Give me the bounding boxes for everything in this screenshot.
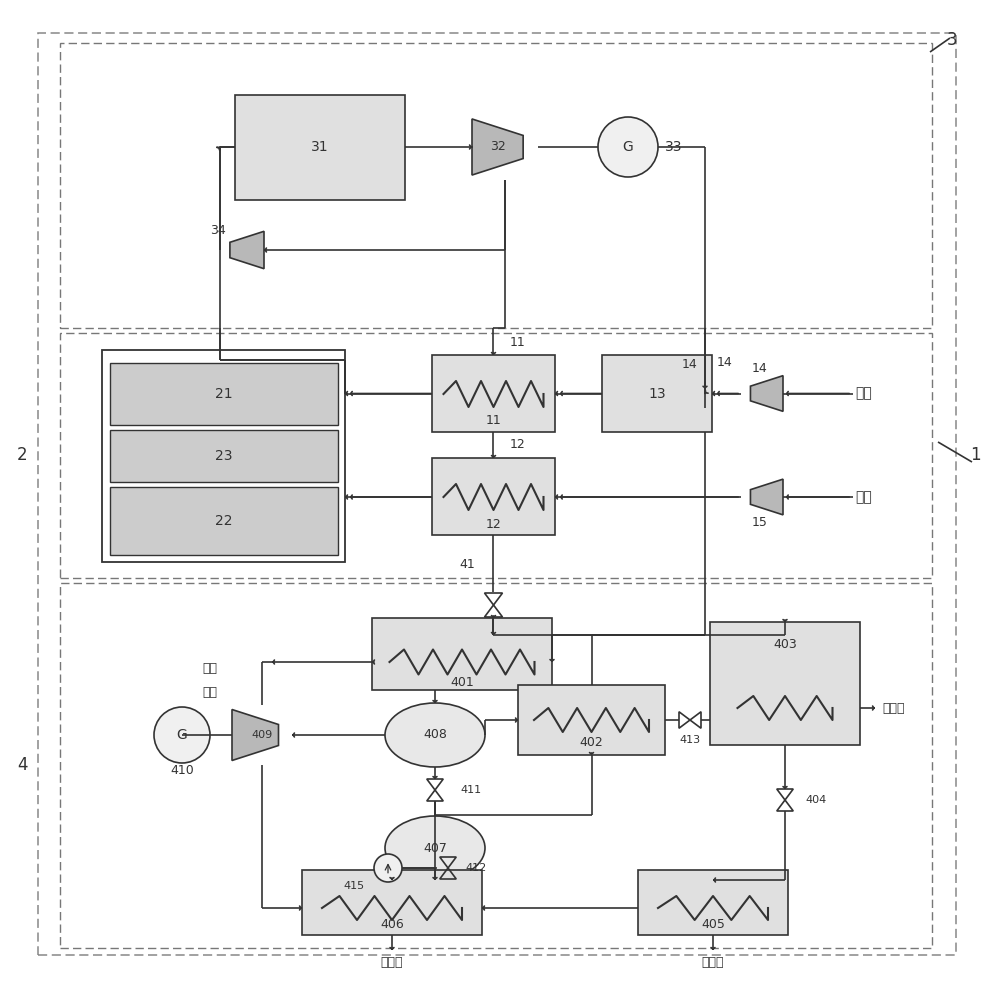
Text: 3: 3 [947, 31, 957, 49]
Text: 冷冻水: 冷冻水 [702, 955, 724, 968]
FancyBboxPatch shape [110, 363, 338, 425]
FancyBboxPatch shape [710, 622, 860, 745]
Polygon shape [750, 375, 783, 412]
FancyBboxPatch shape [432, 355, 555, 432]
FancyBboxPatch shape [102, 350, 345, 562]
Text: 13: 13 [648, 386, 666, 401]
FancyBboxPatch shape [518, 685, 665, 755]
Text: 34: 34 [210, 224, 226, 237]
Text: 11: 11 [510, 336, 526, 348]
FancyBboxPatch shape [638, 870, 788, 935]
FancyBboxPatch shape [235, 95, 405, 200]
Text: 402: 402 [580, 736, 603, 748]
Text: 4: 4 [17, 756, 27, 774]
Text: 冷却水: 冷却水 [381, 955, 403, 968]
FancyBboxPatch shape [602, 355, 712, 432]
Text: 410: 410 [170, 763, 194, 776]
Text: 33: 33 [665, 140, 682, 154]
Text: 11: 11 [486, 415, 501, 428]
Circle shape [598, 117, 658, 177]
Circle shape [374, 854, 402, 882]
Text: 空气: 空气 [855, 490, 872, 504]
Text: 407: 407 [423, 842, 447, 854]
Ellipse shape [385, 816, 485, 880]
Text: 408: 408 [423, 729, 447, 742]
Text: G: G [177, 728, 187, 742]
Text: 22: 22 [215, 514, 233, 528]
Text: 15: 15 [752, 517, 768, 530]
Text: 41: 41 [459, 558, 475, 571]
Text: 12: 12 [486, 518, 501, 531]
Ellipse shape [385, 703, 485, 767]
Text: 409: 409 [251, 730, 273, 740]
Text: 尾气: 尾气 [202, 661, 218, 674]
Text: 403: 403 [773, 639, 797, 651]
FancyBboxPatch shape [110, 430, 338, 482]
Text: 12: 12 [510, 439, 526, 451]
Text: 411: 411 [460, 785, 481, 795]
Text: G: G [623, 140, 633, 154]
Polygon shape [472, 119, 523, 175]
Text: 2: 2 [17, 446, 27, 464]
Text: 1: 1 [970, 446, 980, 464]
FancyBboxPatch shape [432, 458, 555, 535]
Polygon shape [750, 479, 783, 515]
Text: 404: 404 [805, 795, 826, 805]
Text: 32: 32 [490, 141, 506, 153]
Text: 14: 14 [717, 355, 733, 368]
Text: 23: 23 [215, 449, 233, 463]
Text: 燃料: 燃料 [855, 386, 872, 401]
Text: 406: 406 [380, 919, 404, 932]
Text: 排放: 排放 [202, 685, 218, 699]
FancyBboxPatch shape [302, 870, 482, 935]
Text: 401: 401 [450, 675, 474, 688]
Text: 412: 412 [465, 863, 486, 873]
Text: 413: 413 [679, 735, 701, 745]
Text: 31: 31 [311, 140, 329, 154]
Text: 405: 405 [701, 919, 725, 932]
Polygon shape [232, 710, 278, 760]
FancyBboxPatch shape [110, 487, 338, 555]
Circle shape [154, 707, 210, 763]
Polygon shape [230, 232, 264, 268]
Text: 21: 21 [215, 387, 233, 401]
FancyBboxPatch shape [372, 618, 552, 690]
Text: 冷却水: 冷却水 [882, 702, 904, 715]
Text: 14: 14 [682, 358, 698, 371]
Text: 14: 14 [752, 361, 768, 374]
Text: 415: 415 [344, 881, 365, 891]
